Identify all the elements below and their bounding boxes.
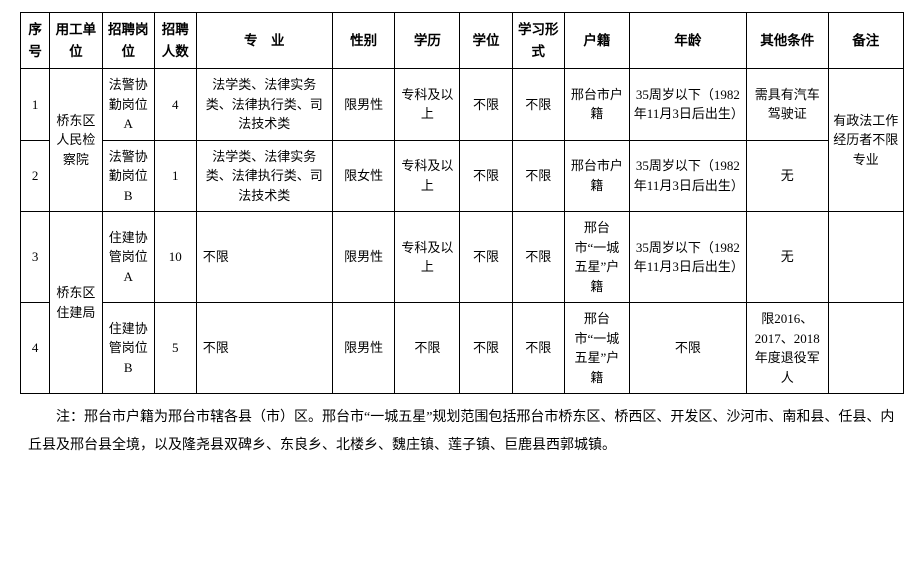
col-major-header: 专 业 [196, 13, 332, 69]
col-age-header: 年龄 [629, 13, 746, 69]
cell-sex: 限男性 [332, 212, 395, 303]
cell-other: 无 [746, 212, 828, 303]
cell-num: 10 [154, 212, 196, 303]
cell-other: 无 [746, 140, 828, 212]
cell-degree: 不限 [460, 69, 512, 141]
col-note-header: 备注 [828, 13, 903, 69]
table-row: 2 法警协勤岗位B 1 法学类、法律实务类、法律执行类、司法技术类 限女性 专科… [21, 140, 904, 212]
table-header-row: 序号 用工单位 招聘岗位 招聘人数 专 业 性别 学历 学位 学习形式 户籍 年… [21, 13, 904, 69]
col-num-header: 招聘人数 [154, 13, 196, 69]
col-reg-header: 户籍 [564, 13, 629, 69]
table-footnote: 注：邢台市户籍为邢台市辖各县（市）区。邢台市“一城五星”规划范围包括邢台市桥东区… [20, 394, 904, 460]
col-sex-header: 性别 [332, 13, 395, 69]
cell-age: 35周岁以下（1982年11月3日后出生） [629, 69, 746, 141]
cell-reg: 邢台市户籍 [564, 140, 629, 212]
cell-seq: 3 [21, 212, 50, 303]
cell-study: 不限 [512, 212, 564, 303]
cell-num: 5 [154, 303, 196, 394]
cell-major: 法学类、法律实务类、法律执行类、司法技术类 [196, 140, 332, 212]
col-seq-header: 序号 [21, 13, 50, 69]
cell-reg: 邢台市“一城五星”户籍 [564, 303, 629, 394]
col-other-header: 其他条件 [746, 13, 828, 69]
cell-num: 4 [154, 69, 196, 141]
cell-post: 住建协管岗位A [102, 212, 154, 303]
col-degree-header: 学位 [460, 13, 512, 69]
cell-post: 住建协管岗位B [102, 303, 154, 394]
cell-degree: 不限 [460, 212, 512, 303]
table-row: 1 桥东区人民检察院 法警协勤岗位A 4 法学类、法律实务类、法律执行类、司法技… [21, 69, 904, 141]
cell-unit: 桥东区人民检察院 [50, 69, 102, 212]
cell-note: 有政法工作经历者不限专业 [828, 69, 903, 212]
table-row: 3 桥东区住建局 住建协管岗位A 10 不限 限男性 专科及以上 不限 不限 邢… [21, 212, 904, 303]
cell-age: 35周岁以下（1982年11月3日后出生） [629, 140, 746, 212]
cell-post: 法警协勤岗位A [102, 69, 154, 141]
cell-age: 不限 [629, 303, 746, 394]
recruitment-table: 序号 用工单位 招聘岗位 招聘人数 专 业 性别 学历 学位 学习形式 户籍 年… [20, 12, 904, 394]
cell-note [828, 303, 903, 394]
cell-major: 不限 [196, 303, 332, 394]
table-row: 4 住建协管岗位B 5 不限 限男性 不限 不限 不限 邢台市“一城五星”户籍 … [21, 303, 904, 394]
cell-sex: 限男性 [332, 69, 395, 141]
cell-degree: 不限 [460, 140, 512, 212]
cell-seq: 2 [21, 140, 50, 212]
cell-age: 35周岁以下（1982年11月3日后出生） [629, 212, 746, 303]
cell-reg: 邢台市“一城五星”户籍 [564, 212, 629, 303]
col-study-header: 学习形式 [512, 13, 564, 69]
cell-seq: 1 [21, 69, 50, 141]
cell-edu: 不限 [395, 303, 460, 394]
cell-other: 限2016、2017、2018年度退役军人 [746, 303, 828, 394]
cell-major: 不限 [196, 212, 332, 303]
cell-reg: 邢台市户籍 [564, 69, 629, 141]
col-unit-header: 用工单位 [50, 13, 102, 69]
cell-post: 法警协勤岗位B [102, 140, 154, 212]
cell-edu: 专科及以上 [395, 69, 460, 141]
cell-seq: 4 [21, 303, 50, 394]
cell-major: 法学类、法律实务类、法律执行类、司法技术类 [196, 69, 332, 141]
cell-num: 1 [154, 140, 196, 212]
col-post-header: 招聘岗位 [102, 13, 154, 69]
cell-sex: 限女性 [332, 140, 395, 212]
cell-study: 不限 [512, 140, 564, 212]
cell-study: 不限 [512, 69, 564, 141]
cell-other: 需具有汽车驾驶证 [746, 69, 828, 141]
col-edu-header: 学历 [395, 13, 460, 69]
cell-study: 不限 [512, 303, 564, 394]
cell-edu: 专科及以上 [395, 212, 460, 303]
cell-note [828, 212, 903, 303]
cell-unit: 桥东区住建局 [50, 212, 102, 394]
cell-edu: 专科及以上 [395, 140, 460, 212]
cell-degree: 不限 [460, 303, 512, 394]
cell-sex: 限男性 [332, 303, 395, 394]
